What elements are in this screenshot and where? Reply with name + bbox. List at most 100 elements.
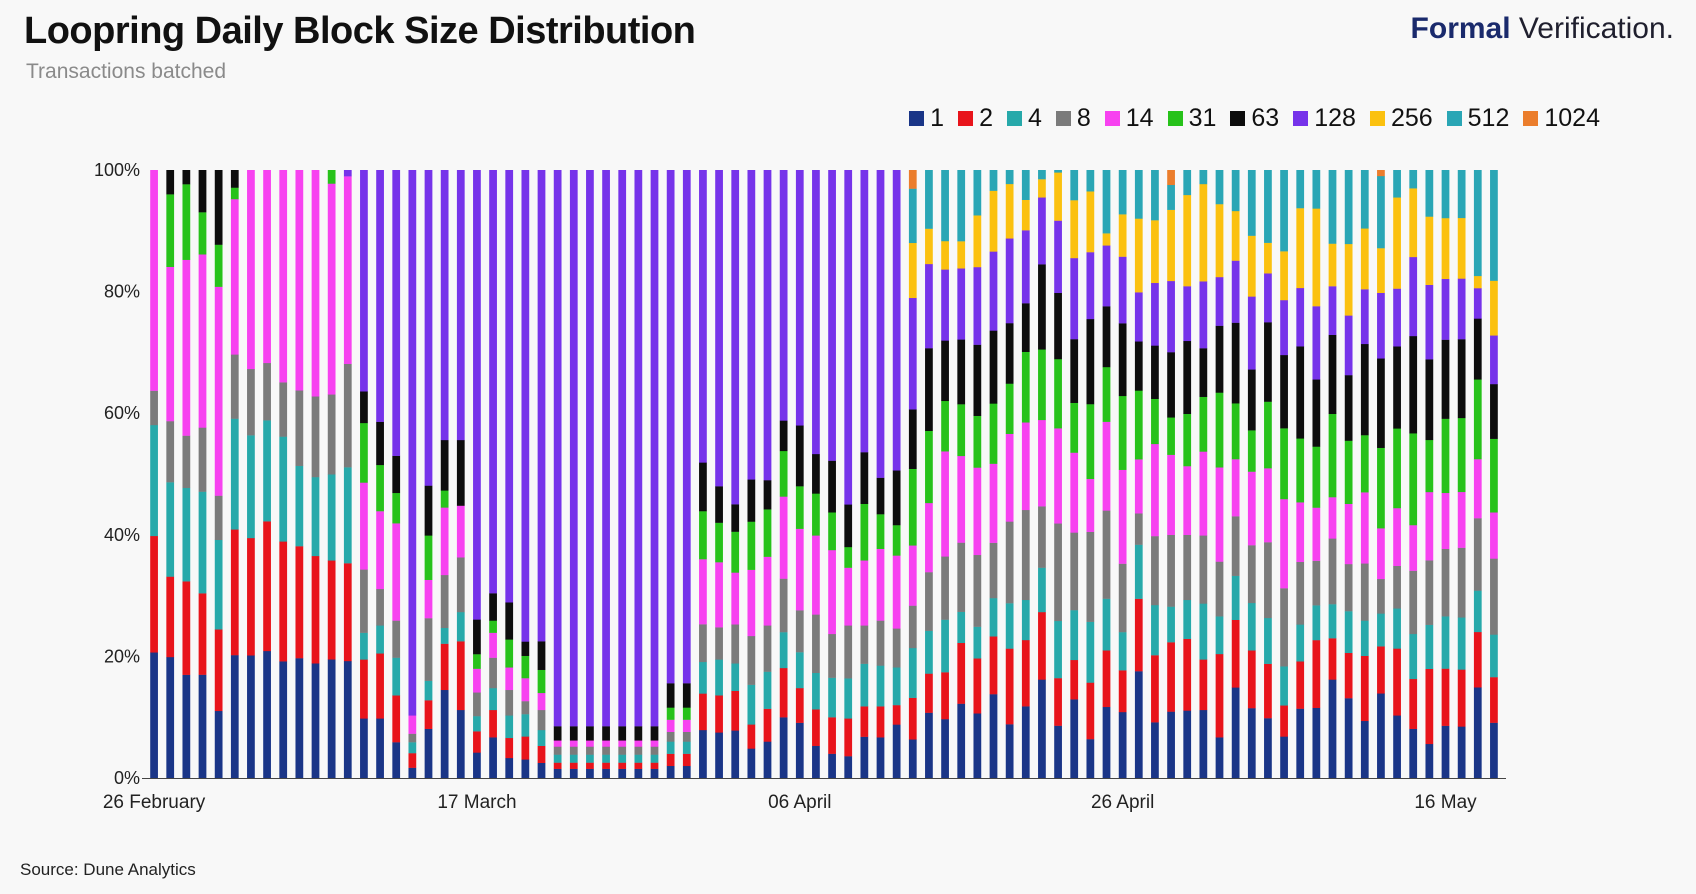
bar-segment-8 xyxy=(327,394,336,475)
legend-label: 4 xyxy=(1027,104,1042,132)
bar-segment-63 xyxy=(1425,359,1434,441)
bar-segment-63 xyxy=(1490,384,1498,439)
legend-item-1: 1 xyxy=(909,104,944,133)
bar-segment-256 xyxy=(1167,209,1175,282)
bar-segment-63 xyxy=(166,170,175,195)
bar-segment-14 xyxy=(1054,428,1062,524)
bar-segment-14 xyxy=(408,715,417,734)
bar-segment-2 xyxy=(1264,663,1272,719)
bar-segment-2 xyxy=(521,736,530,760)
bar-segment-31 xyxy=(860,503,869,561)
bar-segment-1 xyxy=(247,655,255,779)
bar-segment-63 xyxy=(1328,334,1337,415)
bar-segment-1 xyxy=(1393,715,1401,779)
bar-segment-4 xyxy=(1264,617,1272,664)
bar-segment-2 xyxy=(1457,669,1466,727)
legend-label: 256 xyxy=(1390,104,1433,132)
bar-segment-14 xyxy=(763,556,772,626)
bar-segment-14 xyxy=(230,199,239,355)
bar-segment-14 xyxy=(505,667,514,691)
bar-segment-512 xyxy=(1409,170,1418,189)
bar-segment-2 xyxy=(408,753,417,768)
bar-segment-8 xyxy=(1167,534,1175,607)
bar-segment-1 xyxy=(408,767,417,779)
bar-segment-2 xyxy=(1377,646,1385,694)
bar-segment-8 xyxy=(1296,561,1305,625)
bar-segment-256 xyxy=(1377,248,1385,293)
bar-segment-31 xyxy=(908,468,917,546)
bar-segment-14 xyxy=(1070,452,1079,533)
bar-segment-8 xyxy=(731,624,740,664)
bar-segment-2 xyxy=(682,753,691,767)
bar-segment-2 xyxy=(456,641,465,711)
bar-segment-128 xyxy=(1199,281,1208,349)
bar-segment-256 xyxy=(989,190,998,252)
bar-segment-1 xyxy=(1199,709,1208,779)
bar-segment-63 xyxy=(537,641,546,670)
bar-segment-256 xyxy=(1247,235,1256,297)
bar-segment-4 xyxy=(456,612,465,642)
bar-segment-8 xyxy=(860,625,869,664)
bar-segment-63 xyxy=(1086,318,1095,405)
bar-segment-8 xyxy=(214,495,223,541)
bar-segment-2 xyxy=(666,753,675,767)
bar-segment-4 xyxy=(1086,621,1095,683)
bar-segment-4 xyxy=(1473,590,1482,633)
bar-segment-8 xyxy=(779,578,788,633)
bar-segment-14 xyxy=(860,560,869,626)
bar-segment-128 xyxy=(553,170,562,727)
bar-segment-4 xyxy=(1441,616,1450,669)
bar-segment-128 xyxy=(1360,289,1369,345)
bar-segment-256 xyxy=(1328,243,1337,287)
bar-segment-31 xyxy=(182,184,191,260)
bar-segment-512 xyxy=(1377,175,1385,249)
bar-segment-31 xyxy=(1393,428,1401,509)
bar-segment-8 xyxy=(489,657,497,689)
bar-segment-63 xyxy=(650,726,659,741)
bar-segment-1 xyxy=(1118,711,1127,779)
bar-segment-128 xyxy=(1377,292,1385,359)
legend-swatch xyxy=(1446,111,1462,126)
y-tick-label: 0% xyxy=(114,768,140,788)
bar-segment-512 xyxy=(1425,170,1434,217)
bar-segment-14 xyxy=(876,548,885,621)
bar-segment-4 xyxy=(1215,616,1224,655)
bar-segment-128 xyxy=(505,170,514,603)
bar-segment-8 xyxy=(1215,561,1224,617)
bar-segment-14 xyxy=(376,511,384,590)
bar-segment-31 xyxy=(1280,428,1288,500)
bar-segment-128 xyxy=(343,170,352,177)
bar-segment-1 xyxy=(182,674,191,779)
bar-segment-1 xyxy=(1054,725,1062,779)
bar-segment-512 xyxy=(1167,184,1175,210)
bar-segment-14 xyxy=(182,259,191,436)
bar-segment-63 xyxy=(182,170,191,185)
bar-segment-63 xyxy=(925,348,933,431)
bar-segment-256 xyxy=(1118,214,1127,257)
bar-segment-2 xyxy=(1344,652,1353,699)
bar-segment-128 xyxy=(424,170,433,486)
bar-segment-512 xyxy=(1280,170,1288,252)
bar-segment-4 xyxy=(424,680,433,701)
bar-segment-256 xyxy=(925,228,933,265)
legend-item-2: 2 xyxy=(958,104,993,133)
legend-swatch xyxy=(1104,111,1120,126)
bar-segment-14 xyxy=(731,572,740,625)
bar-segment-256 xyxy=(1296,208,1305,289)
bar-segment-4 xyxy=(1247,602,1256,651)
bar-segment-8 xyxy=(360,569,368,633)
bar-segment-8 xyxy=(1183,534,1192,601)
bar-segment-63 xyxy=(440,439,449,491)
bar-segment-128 xyxy=(1280,300,1288,356)
bar-segment-31 xyxy=(1021,351,1030,423)
bar-segment-1 xyxy=(1490,722,1498,779)
bar-segment-2 xyxy=(343,563,352,662)
bar-segment-14 xyxy=(1086,478,1095,532)
bar-segment-31 xyxy=(941,400,949,452)
bar-segment-2 xyxy=(214,629,223,712)
bar-segment-512 xyxy=(1118,170,1127,215)
bar-segment-128 xyxy=(682,170,691,684)
bar-segment-2 xyxy=(1360,655,1369,722)
bar-segment-63 xyxy=(1070,339,1079,403)
bar-segment-14 xyxy=(1441,492,1450,549)
